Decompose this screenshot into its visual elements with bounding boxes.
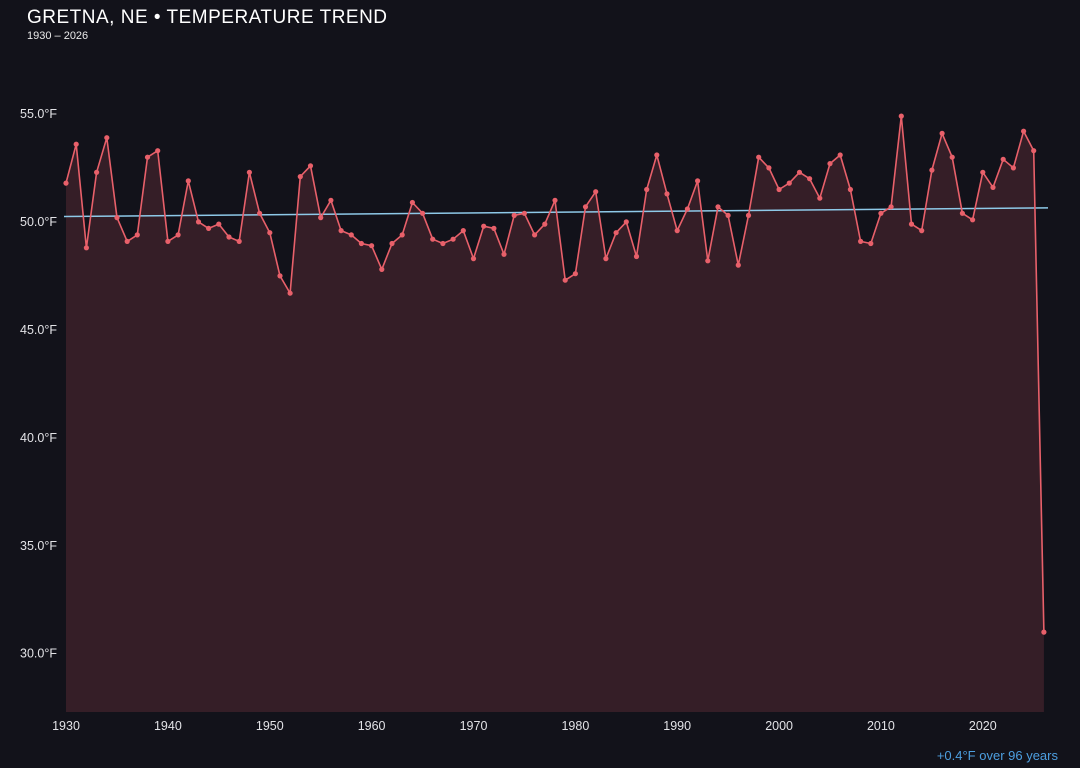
svg-text:1980: 1980 xyxy=(561,719,589,733)
svg-text:1940: 1940 xyxy=(154,719,182,733)
svg-text:1960: 1960 xyxy=(358,719,386,733)
area-fill xyxy=(66,116,1044,713)
svg-text:2010: 2010 xyxy=(867,719,895,733)
svg-text:2000: 2000 xyxy=(765,719,793,733)
svg-text:50.0°F: 50.0°F xyxy=(20,215,57,229)
y-axis-labels: 55.0°F 50.0°F 45.0°F 40.0°F 35.0°F 30.0°F xyxy=(20,107,57,661)
trend-summary: +0.4°F over 96 years xyxy=(936,748,1058,763)
x-axis-labels: 1930 1940 1950 1960 1970 1980 1990 2000 2010 2020 xyxy=(52,719,997,733)
svg-text:1950: 1950 xyxy=(256,719,284,733)
page-subtitle: 1930 – 2026 xyxy=(27,30,89,42)
chart-header: GRETNA, NE • TEMPERATURE TREND 1930 – 20… xyxy=(27,7,388,42)
svg-text:30.0°F: 30.0°F xyxy=(20,647,57,661)
page-title: GRETNA, NE • TEMPERATURE TREND xyxy=(27,7,388,28)
svg-text:45.0°F: 45.0°F xyxy=(20,323,57,337)
svg-text:1930: 1930 xyxy=(52,719,80,733)
svg-text:35.0°F: 35.0°F xyxy=(20,539,57,553)
svg-text:1970: 1970 xyxy=(460,719,488,733)
data-points xyxy=(63,113,1047,635)
svg-text:55.0°F: 55.0°F xyxy=(20,107,57,121)
svg-text:40.0°F: 40.0°F xyxy=(20,431,57,445)
svg-text:1990: 1990 xyxy=(663,719,691,733)
svg-text:2020: 2020 xyxy=(969,719,997,733)
